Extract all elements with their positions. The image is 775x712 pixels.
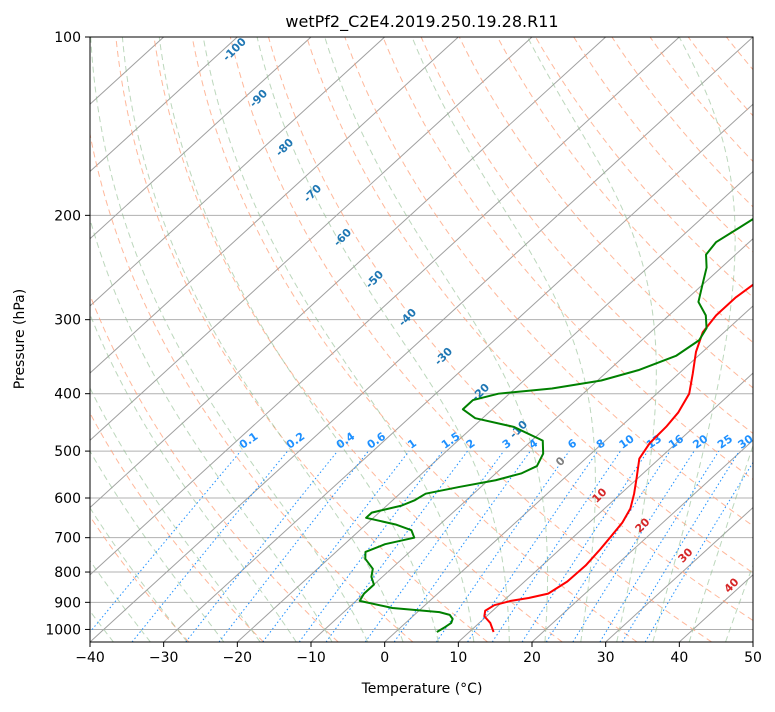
mixing-ratio-line	[436, 451, 569, 642]
dry-adiabat	[1, 37, 263, 642]
mixing-ratio-label: 3	[500, 437, 514, 452]
isotherm-label: -70	[301, 182, 324, 205]
dry-adiabat	[497, 37, 775, 642]
y-tick-label: 800	[54, 565, 81, 581]
dry-adiabat	[612, 37, 775, 642]
mixing-ratio-label: 0.2	[284, 430, 307, 452]
mixing-ratio-label: 10	[617, 432, 637, 452]
mixing-ratio-label: 1	[405, 437, 419, 452]
y-tick-label: 100	[54, 30, 81, 46]
mixing-ratio-line	[219, 451, 368, 642]
skewed-isotherm	[0, 37, 458, 642]
y-tick-label: 1000	[45, 622, 81, 638]
temperature-profile-line	[484, 37, 775, 632]
y-tick-label: 600	[54, 491, 81, 507]
x-tick-label: 30	[597, 650, 615, 666]
x-tick-label: 40	[670, 650, 688, 666]
mixing-ratio-label: 2	[464, 437, 478, 452]
isotherm-label: -80	[273, 136, 296, 159]
chart-title: wetPf2_C2E4.2019.250.19.28.R11	[285, 12, 558, 32]
mixing-ratio-label: 36	[756, 432, 775, 452]
dry-adiabat	[765, 37, 775, 642]
isotherm-label: 40	[722, 575, 742, 595]
dry-adiabat	[0, 37, 189, 642]
x-tick-label: 10	[449, 650, 467, 666]
dry-adiabat	[726, 37, 775, 642]
moist-adiabat	[0, 37, 187, 642]
moist-adiabat	[63, 37, 332, 642]
skewed-isotherm	[0, 37, 606, 642]
mixing-ratio-label: 0.4	[334, 430, 358, 452]
dry-adiabat	[78, 37, 413, 642]
moist-adiabat	[412, 37, 595, 642]
x-axis-label: Temperature (°C)	[361, 681, 483, 697]
y-tick-label: 400	[54, 387, 81, 403]
x-tick-label: −30	[149, 650, 179, 666]
mixing-ratio-line	[82, 451, 241, 642]
isotherm-label: -40	[396, 306, 419, 329]
isotherm-label: -30	[432, 345, 455, 368]
mixing-ratio-label: 6	[565, 436, 579, 451]
dry-adiabat	[345, 37, 775, 642]
moist-adiabat	[257, 37, 509, 642]
x-tick-label: −10	[296, 650, 326, 666]
mixing-ratio-label: 0.6	[365, 430, 389, 452]
mixing-ratio-label: 0.1	[237, 430, 260, 452]
mixing-ratio-label: 1.5	[439, 430, 462, 452]
y-axis-label: Pressure (hPa)	[12, 289, 28, 389]
isotherm-label: -100	[220, 35, 249, 64]
mixing-ratio-label: 25	[715, 432, 735, 451]
mixing-ratio-line	[573, 451, 694, 642]
isotherm-label: -50	[363, 268, 386, 291]
dry-adiabat	[574, 37, 775, 642]
isotherm-label: 10	[590, 485, 610, 505]
x-tick-label: 50	[744, 650, 762, 666]
y-tick-label: 200	[54, 208, 81, 224]
mixing-ratio-line	[132, 451, 288, 642]
x-tick-label: 20	[523, 650, 541, 666]
mixing-ratio-line	[365, 451, 503, 642]
mixing-ratio-line	[546, 451, 670, 642]
y-tick-label: 700	[54, 531, 81, 547]
dry-adiabat	[650, 37, 775, 642]
mixing-ratio-line	[263, 451, 409, 642]
skewed-isotherm	[753, 37, 775, 642]
mixing-ratio-label: 16	[666, 432, 686, 452]
x-tick-label: 0	[380, 650, 389, 666]
y-tick-label: 900	[54, 595, 81, 611]
moist-adiabat	[91, 37, 368, 642]
mixing-ratio-line	[622, 451, 739, 642]
dry-adiabat	[192, 37, 637, 642]
isotherm-label: -90	[247, 87, 270, 110]
mixing-ratio-line	[468, 451, 598, 642]
moist-adiabat	[38, 37, 297, 642]
moist-adiabat	[14, 37, 260, 642]
y-tick-label: 300	[54, 313, 81, 329]
dry-adiabat	[230, 37, 711, 642]
moist-adiabat	[0, 37, 224, 642]
skewed-isotherm	[16, 37, 679, 642]
skewed-isotherm	[90, 37, 753, 642]
mixing-ratio-line	[600, 451, 719, 642]
moist-adiabat	[689, 37, 775, 642]
y-tick-label: 500	[54, 444, 81, 460]
x-tick-label: −40	[75, 650, 105, 666]
x-tick-label: −20	[223, 650, 253, 666]
isotherm-label: 0	[553, 454, 568, 469]
isotherm-label: 20	[633, 515, 653, 535]
